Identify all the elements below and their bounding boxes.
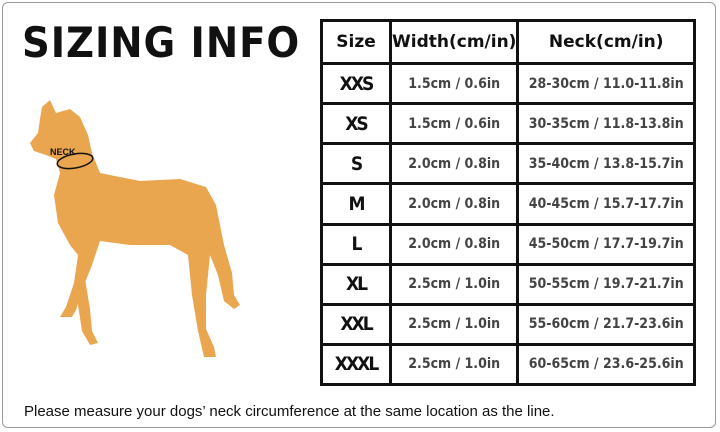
header-size: Size (320, 19, 392, 65)
cell-width: 2.0cm / 0.8in (388, 222, 520, 266)
dog-body (30, 100, 240, 357)
cell-neck: 35-40cm / 13.8-15.7in (516, 142, 696, 186)
cell-width: 2.0cm / 0.8in (388, 142, 520, 186)
header-neck: Neck(cm/in) (516, 19, 696, 65)
cell-size: L (320, 222, 392, 266)
size-table: Size Width(cm/in) Neck(cm/in) XXS 1.5cm /… (320, 19, 696, 387)
neck-line (56, 152, 94, 170)
cell-size: XXXL (320, 342, 392, 387)
cell-width: 2.0cm / 0.8in (388, 182, 520, 226)
cell-size: M (320, 182, 392, 226)
cell-neck: 30-35cm / 11.8-13.8in (516, 102, 696, 146)
cell-size: XXS (320, 61, 392, 106)
neck-label: NECK (50, 147, 76, 157)
cell-size: S (320, 142, 392, 186)
dog-silhouette-icon: NECK (30, 100, 240, 357)
cell-size: XS (320, 102, 392, 146)
header-width: Width(cm/in) (388, 19, 520, 65)
cell-width: 2.5cm / 1.0in (388, 342, 520, 387)
table-row: XXL 2.5cm / 1.0in 55-60cm / 21.7-23.6in (320, 302, 696, 346)
measurement-note: Please measure your dogs’ neck circumfer… (24, 403, 555, 420)
table-row: XL 2.5cm / 1.0in 50-55cm / 19.7-21.7in (320, 262, 696, 306)
table-row: L 2.0cm / 0.8in 45-50cm / 17.7-19.7in (320, 222, 696, 266)
cell-neck: 40-45cm / 15.7-17.7in (516, 182, 696, 226)
cell-width: 1.5cm / 0.6in (388, 102, 520, 146)
table-row: XXXL 2.5cm / 1.0in 60-65cm / 23.6-25.6in (320, 342, 696, 387)
frame-border (2, 2, 716, 428)
cell-width: 2.5cm / 1.0in (388, 302, 520, 346)
cell-neck: 45-50cm / 17.7-19.7in (516, 222, 696, 266)
cell-neck: 55-60cm / 21.7-23.6in (516, 302, 696, 346)
title: SIZING INFO (22, 18, 301, 67)
table-row: S 2.0cm / 0.8in 35-40cm / 13.8-15.7in (320, 142, 696, 186)
cell-neck: 28-30cm / 11.0-11.8in (516, 61, 696, 106)
cell-width: 1.5cm / 0.6in (388, 61, 520, 106)
cell-size: XL (320, 262, 392, 306)
cell-neck: 60-65cm / 23.6-25.6in (516, 342, 696, 387)
cell-size: XXL (320, 302, 392, 346)
table-row: M 2.0cm / 0.8in 40-45cm / 15.7-17.7in (320, 182, 696, 226)
table-row: XXS 1.5cm / 0.6in 28-30cm / 11.0-11.8in (320, 61, 696, 106)
table-row: XS 1.5cm / 0.6in 30-35cm / 11.8-13.8in (320, 102, 696, 146)
cell-neck: 50-55cm / 19.7-21.7in (516, 262, 696, 306)
cell-width: 2.5cm / 1.0in (388, 262, 520, 306)
table-header-row: Size Width(cm/in) Neck(cm/in) (320, 19, 696, 65)
